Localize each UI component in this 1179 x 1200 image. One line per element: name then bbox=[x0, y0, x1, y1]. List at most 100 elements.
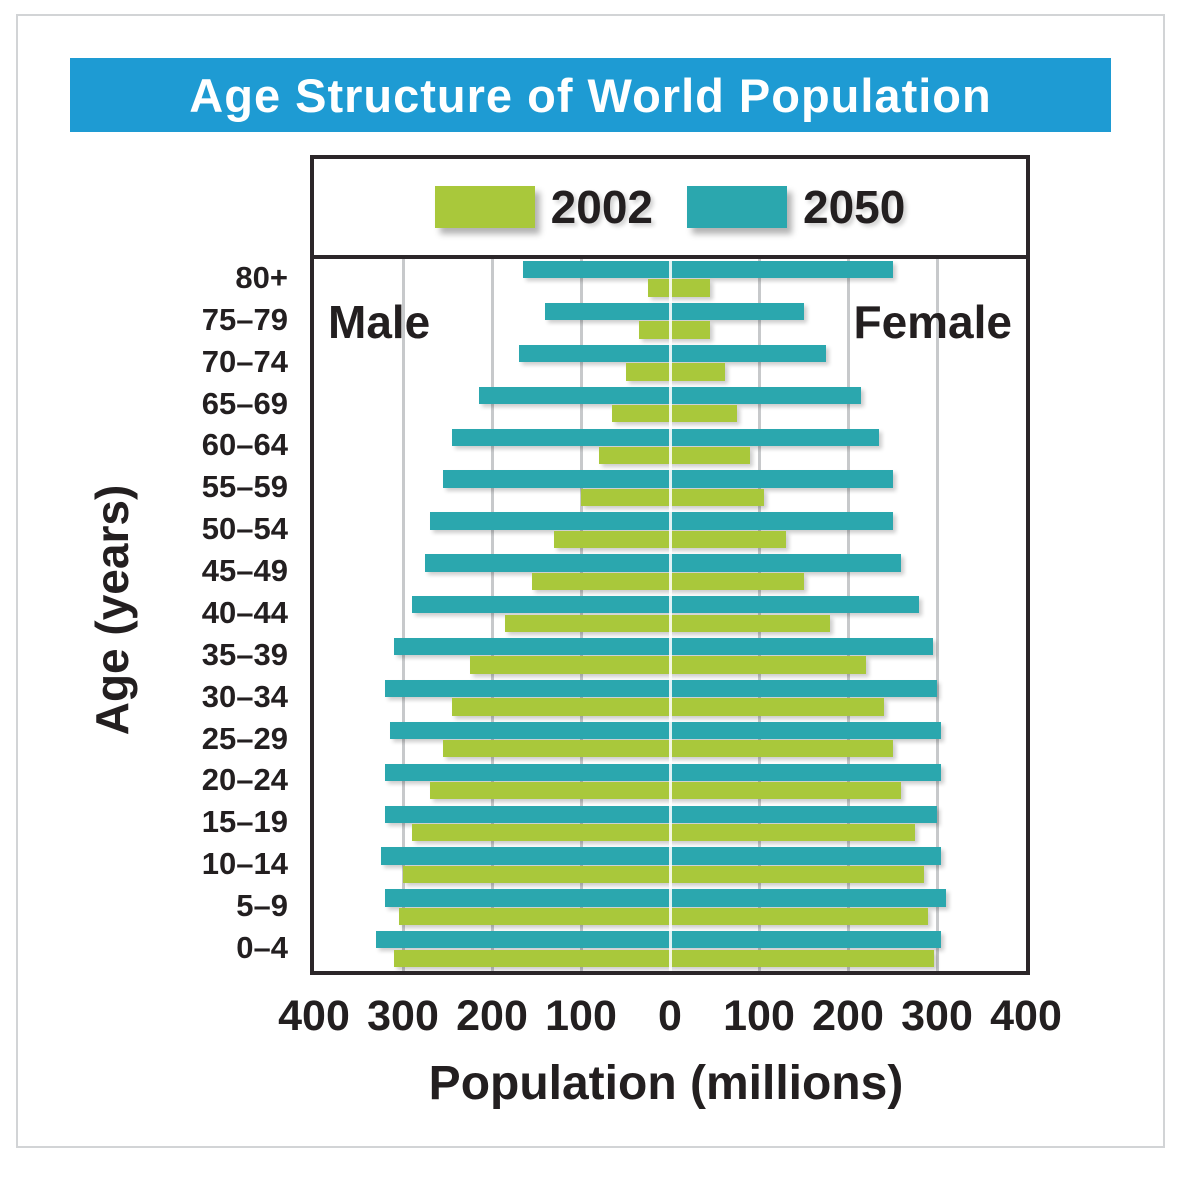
legend-label-2050: 2050 bbox=[803, 181, 906, 233]
bar-female-2050 bbox=[670, 261, 893, 279]
bar-female-2002 bbox=[670, 907, 929, 926]
bar-male-2002 bbox=[451, 698, 670, 716]
bar-male-2050 bbox=[545, 302, 670, 321]
gridline bbox=[846, 259, 850, 971]
bar-female-2050 bbox=[670, 596, 920, 614]
bar-male-2002 bbox=[647, 279, 671, 297]
age-tick-label: 45–49 bbox=[201, 553, 288, 588]
gridline bbox=[401, 259, 405, 971]
bar-female-2002 bbox=[670, 656, 866, 674]
age-tick-label: 80+ bbox=[235, 259, 288, 295]
bar-male-2002 bbox=[612, 405, 670, 423]
bar-male-2050 bbox=[389, 721, 670, 740]
bar-female-2050 bbox=[670, 386, 862, 404]
bar-male-2002 bbox=[469, 656, 671, 674]
bar-female-2002 bbox=[670, 823, 915, 842]
age-tick-label: 40–44 bbox=[201, 594, 288, 630]
age-tick-label: 55–59 bbox=[201, 469, 288, 505]
age-axis: 80+ 75–79 70–74 65–69 60–64 55–59 50–54 45–49 40… bbox=[150, 259, 298, 971]
x-tick-label: 100 bbox=[545, 992, 617, 1040]
legend-swatch-2050 bbox=[687, 186, 787, 228]
bar-male-2002 bbox=[443, 740, 670, 758]
x-tick-label: 400 bbox=[990, 992, 1062, 1040]
bar-male-2002 bbox=[505, 614, 670, 632]
bar-male-2050 bbox=[429, 512, 670, 530]
bar-male-2050 bbox=[376, 931, 670, 949]
legend-swatch-2002 bbox=[434, 186, 535, 228]
bar-male-2002 bbox=[638, 321, 671, 339]
age-tick-label: 0–4 bbox=[236, 930, 288, 965]
bar-male-2050 bbox=[385, 889, 670, 907]
bar-male-2002 bbox=[394, 949, 670, 967]
bar-female-2002 bbox=[670, 698, 884, 716]
bar-male-2050 bbox=[478, 386, 670, 404]
age-tick-label: 15–19 bbox=[201, 804, 288, 840]
bar-female-2050 bbox=[670, 344, 826, 363]
age-tick-label: 10–14 bbox=[201, 846, 288, 882]
age-tick-label: 75–79 bbox=[201, 301, 288, 337]
plot-area: 2002 2050 Male Female bbox=[310, 155, 1030, 975]
bar-male-2002 bbox=[398, 907, 670, 926]
bar-female-2050 bbox=[670, 889, 946, 907]
bar-female-2050 bbox=[670, 721, 942, 740]
bar-female-2002 bbox=[670, 363, 726, 381]
bar-male-2050 bbox=[411, 596, 670, 614]
x-axis-title: Population (millions) bbox=[428, 1057, 904, 1110]
bar-male-2002 bbox=[581, 488, 670, 507]
bar-male-2002 bbox=[554, 530, 670, 549]
x-tick-label: 300 bbox=[367, 992, 439, 1040]
bar-female-2002 bbox=[670, 865, 924, 884]
bar-female-2050 bbox=[670, 805, 937, 823]
bar-female-2050 bbox=[670, 302, 804, 321]
bar-male-2002 bbox=[403, 865, 670, 884]
bar-male-2002 bbox=[411, 823, 670, 842]
age-tick-label: 30–34 bbox=[201, 678, 288, 714]
bar-female-2002 bbox=[670, 740, 893, 758]
bar-male-2002 bbox=[598, 447, 670, 465]
bar-female-2050 bbox=[670, 470, 893, 488]
bar-female-2002 bbox=[670, 949, 935, 967]
bar-female-2002 bbox=[670, 614, 831, 632]
female-label: Female bbox=[853, 296, 1012, 348]
age-tick-label: 25–29 bbox=[201, 720, 288, 756]
page-title: Age Structure of World Population bbox=[189, 68, 992, 122]
bar-female-2002 bbox=[670, 405, 737, 423]
x-tick-label: 200 bbox=[456, 992, 528, 1040]
bar-male-2050 bbox=[385, 763, 670, 781]
bar-male-2050 bbox=[380, 847, 671, 865]
bar-female-2002 bbox=[670, 530, 786, 549]
male-label: Male bbox=[328, 296, 431, 348]
bar-male-2050 bbox=[443, 470, 670, 488]
y-axis-title: Age (years) bbox=[86, 484, 138, 736]
x-tick-label: 200 bbox=[812, 992, 884, 1040]
age-tick-label: 35–39 bbox=[201, 636, 288, 672]
age-tick-label: 60–64 bbox=[201, 427, 288, 463]
bar-female-2050 bbox=[670, 512, 893, 530]
bar-male-2050 bbox=[385, 805, 670, 823]
x-tick-label: 300 bbox=[901, 992, 973, 1040]
zero-line bbox=[668, 259, 672, 971]
bar-female-2002 bbox=[670, 279, 710, 297]
bar-female-2050 bbox=[670, 554, 902, 572]
bar-male-2050 bbox=[523, 261, 670, 279]
bar-female-2002 bbox=[670, 447, 751, 465]
bar-female-2050 bbox=[670, 637, 933, 656]
bar-female-2050 bbox=[670, 931, 942, 949]
age-tick-label: 50–54 bbox=[201, 511, 288, 547]
legend: 2002 2050 bbox=[314, 159, 1026, 259]
x-axis-ticks: 400 300 200 100 0 100 200 300 400 bbox=[278, 992, 1062, 1042]
title-bar: Age Structure of World Population bbox=[70, 58, 1111, 132]
bar-female-2050 bbox=[670, 847, 942, 865]
bar-male-2050 bbox=[394, 637, 670, 656]
bar-female-2050 bbox=[670, 428, 880, 446]
gridline bbox=[935, 259, 939, 971]
bar-female-2050 bbox=[670, 763, 942, 781]
age-tick-label: 70–74 bbox=[201, 343, 288, 379]
x-tick-label: 0 bbox=[658, 992, 682, 1040]
bar-male-2002 bbox=[625, 363, 670, 381]
age-tick-label: 5–9 bbox=[236, 888, 288, 924]
bar-female-2050 bbox=[670, 679, 937, 698]
x-tick-label: 400 bbox=[278, 992, 350, 1040]
age-tick-label: 65–69 bbox=[201, 385, 288, 421]
